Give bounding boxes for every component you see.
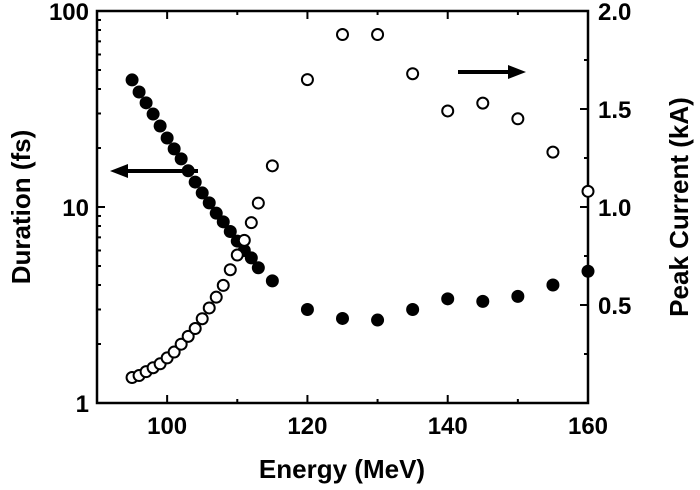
peak-current-point	[546, 145, 560, 159]
peak-current-point	[188, 322, 202, 336]
duration-point	[174, 152, 188, 166]
duration-point	[251, 261, 265, 275]
peak-current-point	[511, 112, 525, 126]
peak-current-point	[174, 337, 188, 351]
peak-current-point	[237, 233, 251, 247]
duration-point	[223, 224, 237, 238]
duration-point	[146, 107, 160, 121]
right-arrow	[458, 65, 526, 79]
peak-current-point	[406, 67, 420, 81]
duration-point	[195, 186, 209, 200]
duration-point	[511, 289, 525, 303]
peak-current-point	[223, 263, 237, 277]
peak-current-point	[202, 301, 216, 315]
peak-current-point	[230, 248, 244, 262]
left-arrow	[110, 164, 198, 178]
y-tick-label: 10	[62, 195, 89, 222]
peak-current-point	[371, 28, 385, 42]
y2-axis-label: Peak Current (kA)	[664, 97, 694, 317]
y-axis-label: Duration (fs)	[6, 130, 36, 285]
duration-point	[300, 302, 314, 316]
duration-point	[216, 215, 230, 229]
x-tick-label: 160	[568, 413, 608, 440]
duration-point	[202, 196, 216, 210]
x-tick-label: 120	[287, 413, 327, 440]
duration-point	[125, 73, 139, 87]
peak-current-point	[244, 216, 258, 230]
duration-point	[139, 96, 153, 110]
x-axis-label: Energy (MeV)	[259, 454, 425, 484]
duration-point	[132, 85, 146, 99]
peak-current-point	[195, 312, 209, 326]
duration-point	[244, 251, 258, 265]
duration-point	[265, 274, 279, 288]
duration-point	[476, 294, 490, 308]
x-tick-label: 140	[428, 413, 468, 440]
peak-current-point	[181, 329, 195, 343]
y2-tick-label: 1.5	[598, 97, 631, 124]
y2-tick-label: 1.0	[598, 195, 631, 222]
peak-current-point	[476, 96, 490, 110]
peak-current-point	[336, 28, 349, 42]
peak-current-point	[300, 73, 314, 87]
duration-point	[406, 302, 420, 316]
y-tick-label: 100	[49, 0, 89, 26]
duration-point	[336, 311, 349, 325]
peak-current-point	[251, 196, 265, 210]
peak-current-point	[581, 184, 595, 198]
duration-point	[188, 175, 202, 189]
peak-current-point	[441, 104, 455, 118]
y2-tick-label: 0.5	[598, 293, 631, 320]
duration-point	[209, 206, 223, 220]
y-tick-label: 1	[76, 391, 89, 418]
duration-point	[546, 278, 560, 292]
peak-current-point	[209, 290, 223, 304]
duration-point	[153, 119, 167, 133]
peak-current-point	[167, 345, 181, 359]
x-tick-label: 100	[147, 413, 187, 440]
duration-point	[167, 142, 181, 156]
peak-current-point	[216, 278, 230, 292]
duration-point	[371, 313, 385, 327]
duration-point	[581, 264, 595, 278]
peak-current-point	[265, 159, 279, 173]
y2-tick-label: 2.0	[598, 0, 631, 26]
duration-point	[160, 131, 174, 145]
duration-point	[441, 292, 455, 306]
